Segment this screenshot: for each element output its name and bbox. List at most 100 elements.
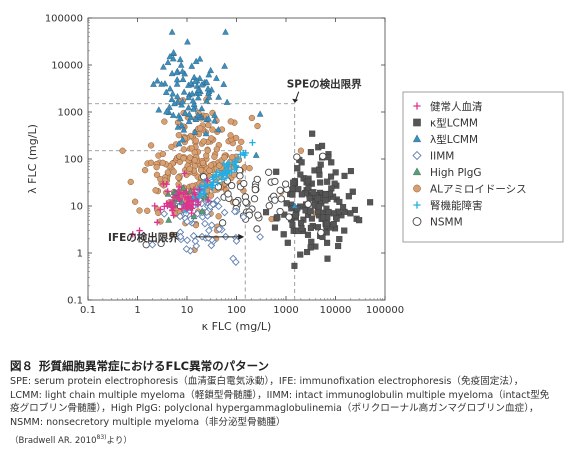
data-point [294,165,301,172]
data-point [336,198,343,206]
data-point [199,173,208,181]
caption-line: 疫グロブリン骨髄腫），High PlgG: polyclonal hyperga… [10,403,539,415]
data-point [223,98,231,105]
data-point [207,162,215,169]
data-point [168,198,176,206]
data-point [207,221,216,230]
data-point [213,74,220,81]
data-point [191,237,200,245]
data-point [345,193,352,200]
data-point [274,214,281,221]
data-point [174,92,181,100]
y-tick-label: 10000 [51,61,83,72]
legend-label: 健常人血清 [430,100,483,113]
data-point [232,237,241,245]
data-point [166,103,173,110]
data-point [304,231,312,238]
x-tick-label: 100000 [366,305,404,316]
data-point [136,207,143,214]
data-point [236,172,244,180]
plot-area: 0.1 1 10 100 1000 10000 100000 0.1 1 10 100 1000 100… [26,14,404,334]
citation-text: （Bradwell AR. 2010 [10,436,97,446]
data-point [349,188,356,195]
data-point [188,209,195,217]
data-point [159,159,166,166]
data-point [276,186,284,194]
data-point [249,139,256,146]
data-point [196,186,203,193]
data-point [214,179,221,186]
data-point [291,262,298,269]
data-point [229,154,236,161]
data-point [298,159,305,166]
data-point [265,168,273,176]
data-point [333,215,340,222]
data-point [144,207,151,214]
data-point [170,168,177,175]
legend-marker [413,118,421,127]
y-tick-label: 10 [70,202,83,213]
legend-label: 腎機能障害 [430,199,483,212]
data-point [225,167,232,174]
data-point [170,212,177,219]
data-point [240,179,248,188]
legend-marker [413,102,421,110]
data-point [332,169,339,176]
data-point [169,111,177,118]
data-point [168,69,176,77]
data-point [185,104,192,111]
data-point [305,184,312,192]
data-point [161,118,168,125]
y-tick-label: 100 [64,155,83,166]
data-point [192,242,201,250]
series-plus [129,170,212,238]
data-point [166,85,174,92]
data-point [170,194,178,201]
data-point [188,197,196,204]
data-point [186,165,193,173]
x-tick-label: 1000 [273,305,298,316]
data-point [356,217,363,224]
data-point [228,182,236,190]
data-point [190,212,198,220]
data-point [232,134,240,142]
data-point [215,125,222,133]
data-point [157,206,164,213]
x-tick-label: 10 [181,305,194,316]
data-point [163,108,170,115]
data-point [271,177,279,186]
data-point [201,219,209,228]
data-point [298,191,305,198]
data-point [221,154,228,161]
legend-label: ALアミロイドーシス [430,184,527,196]
data-point [304,248,311,256]
data-point [195,193,203,200]
data-point [205,115,212,122]
data-point [230,207,239,216]
data-point [367,199,374,206]
legend-marker [412,150,422,161]
data-point [347,210,354,217]
y-tick-label: 0.1 [67,296,83,307]
data-point [205,71,213,78]
data-point [281,180,290,188]
legend-entry: 健常人血清 [413,100,483,113]
figure-caption: SPE: serum protein electrophoresis（血清蛋白電… [10,375,560,429]
data-point [308,238,315,245]
data-point [231,166,239,174]
data-point [153,219,161,226]
data-point [314,195,321,202]
data-point [336,235,343,243]
data-point [253,225,261,233]
data-point [317,228,325,237]
caption-line: LCMM: light chain multiple myeloma（軽鎖型骨髄… [10,389,550,401]
data-point [151,202,158,210]
y-tick-label: 1 [77,249,83,260]
data-point [200,138,207,145]
data-point [292,212,299,219]
data-point [153,77,161,84]
data-point [324,255,331,262]
data-point [141,167,149,174]
data-point [176,195,183,203]
data-point [317,161,324,168]
